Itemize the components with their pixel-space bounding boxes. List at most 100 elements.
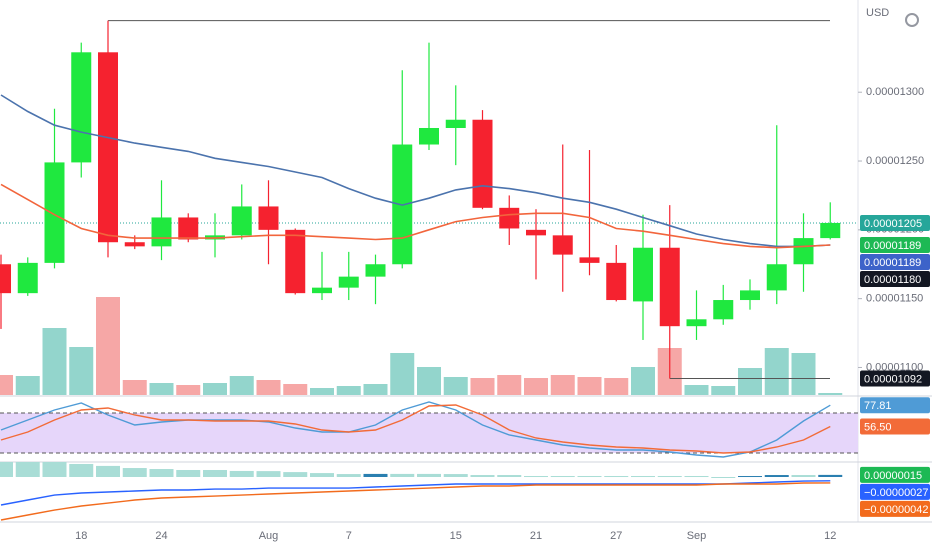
x-tick-label: 21 xyxy=(530,530,542,542)
candle-body xyxy=(659,247,680,327)
price-tag-bg xyxy=(860,370,930,387)
volume-bar xyxy=(149,383,174,395)
macd-histogram-bar xyxy=(15,462,40,477)
macd-histogram-bar xyxy=(149,469,174,477)
x-tick-label: Aug xyxy=(259,530,279,542)
candle-body xyxy=(231,206,252,236)
volume-bar xyxy=(42,328,67,395)
moving-average xyxy=(0,94,831,248)
price-tag: 0.00001189 xyxy=(864,257,921,269)
candle-body xyxy=(606,262,627,301)
candle-body xyxy=(338,276,359,288)
volume-bar xyxy=(69,347,94,395)
macd-histogram-bar xyxy=(256,471,281,477)
candle-body xyxy=(472,119,493,208)
settings-icon[interactable] xyxy=(905,13,919,27)
macd-histogram-bar xyxy=(657,476,682,478)
candle-body xyxy=(793,238,814,265)
price-tag-bg xyxy=(860,397,930,414)
macd-histogram-bar xyxy=(310,473,334,477)
macd-histogram-bar xyxy=(631,476,655,478)
candle-body xyxy=(579,257,600,263)
y-tick-label: 0.00001100 xyxy=(866,361,923,373)
volume-bar xyxy=(176,385,201,395)
y-tick-label: 0.00001300 xyxy=(866,86,924,98)
volume-bar xyxy=(524,378,548,395)
macd-histogram-bar xyxy=(176,469,201,477)
rsi-line xyxy=(0,404,831,454)
macd-histogram-bar xyxy=(764,475,789,477)
macd-histogram-bar xyxy=(122,468,147,477)
price-tag-bg xyxy=(860,418,930,435)
volume-bar xyxy=(684,385,709,395)
volume-bar xyxy=(96,297,120,395)
candle-body xyxy=(552,235,573,255)
candle-body xyxy=(151,217,172,247)
candle-body xyxy=(820,222,841,239)
x-tick-label: 15 xyxy=(450,530,462,542)
x-tick-label: 27 xyxy=(610,530,622,542)
candle-body xyxy=(526,229,546,236)
candle-body xyxy=(178,217,199,240)
volume-bar xyxy=(256,380,281,395)
volume-bar xyxy=(417,367,441,395)
moving-average xyxy=(0,183,831,249)
candle-body xyxy=(312,287,332,294)
candle-body xyxy=(98,52,118,243)
candle-body xyxy=(365,264,386,277)
candle-body xyxy=(713,300,734,320)
macd-histogram-bar xyxy=(791,475,816,477)
macd-histogram-bar xyxy=(443,474,468,477)
macd-histogram-bar xyxy=(417,473,441,477)
price-tag: 77.81 xyxy=(864,400,892,412)
price-tag-bg xyxy=(860,236,930,253)
candle-body xyxy=(766,264,787,291)
x-tick-label: 24 xyxy=(155,530,167,542)
price-tag-bg xyxy=(860,466,930,483)
volume-bar xyxy=(203,383,227,395)
price-tag-bg xyxy=(860,483,930,500)
price-tag: 0.00001092 xyxy=(864,373,922,385)
x-tick-label: 18 xyxy=(75,530,87,542)
volume-bar xyxy=(497,375,522,395)
macd-histogram-bar xyxy=(684,476,709,478)
candle-body xyxy=(44,162,65,263)
volume-bar xyxy=(711,386,736,395)
volume-bar xyxy=(229,376,254,395)
macd-histogram-bar xyxy=(550,476,575,478)
x-tick-label: 12 xyxy=(824,530,836,542)
macd-histogram-bar xyxy=(363,473,388,477)
settings-gear[interactable] xyxy=(905,13,919,27)
candle-body xyxy=(686,319,707,327)
x-tick-label: Sep xyxy=(687,530,707,542)
volume-bar xyxy=(631,367,655,395)
y-tick-label: 0.00001250 xyxy=(866,155,924,167)
macd-histogram-bar xyxy=(96,465,120,477)
price-tag-bg xyxy=(860,253,930,270)
volume-bar xyxy=(577,377,602,395)
macd-histogram-bar xyxy=(203,469,227,477)
macd-histogram-bar xyxy=(336,474,361,477)
volume-bar xyxy=(363,384,388,395)
candle-body xyxy=(0,264,11,294)
volume-bar xyxy=(764,348,789,395)
volume-bar xyxy=(390,353,415,395)
price-tag: 0.00001189 xyxy=(864,240,921,252)
macd-histogram-bar xyxy=(604,476,629,478)
macd-histogram-bar xyxy=(229,470,254,477)
price-tag: 0.00001180 xyxy=(864,274,921,286)
currency-label: USD xyxy=(866,7,889,19)
macd-histogram-bar xyxy=(577,476,602,478)
volume-bar xyxy=(336,386,361,395)
macd-line xyxy=(0,480,831,506)
volume-bar xyxy=(0,375,13,395)
volume-bar xyxy=(791,353,816,395)
price-tag: 0.00001205 xyxy=(864,218,922,230)
volume-bar xyxy=(604,378,629,395)
candle-body xyxy=(499,207,520,229)
price-tag: 0.00000015 xyxy=(864,470,922,482)
candle-body xyxy=(633,247,653,302)
candle-body xyxy=(419,127,439,145)
price-tag: −0.00000042 xyxy=(864,504,929,516)
